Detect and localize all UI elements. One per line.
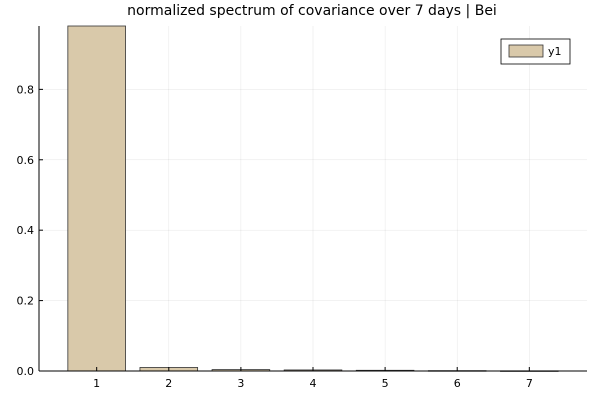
y-tick-label: 0.2 [17, 295, 35, 308]
x-tick-label: 1 [93, 377, 100, 390]
y-tick-label: 0.4 [17, 224, 35, 237]
x-tick-label: 7 [526, 377, 533, 390]
legend-label: y1 [548, 45, 562, 58]
y-tick-label: 0.8 [17, 83, 35, 96]
legend-swatch [508, 44, 544, 58]
chart-title: normalized spectrum of covariance over 7… [127, 3, 497, 19]
legend: y1 [500, 38, 571, 65]
x-tick-label: 2 [165, 377, 172, 390]
x-tick-label: 6 [454, 377, 461, 390]
y-tick-labels: 0.0 0.2 0.4 0.6 0.8 [17, 83, 43, 378]
y-tick-label: 0.6 [17, 154, 35, 167]
x-tick-label: 5 [382, 377, 389, 390]
x-tick-labels: 1 2 3 4 5 6 7 [93, 367, 533, 390]
x-tick-label: 3 [237, 377, 244, 390]
y-tick-label: 0.0 [17, 365, 35, 378]
x-tick-label: 4 [310, 377, 317, 390]
bar-1 [67, 25, 126, 372]
